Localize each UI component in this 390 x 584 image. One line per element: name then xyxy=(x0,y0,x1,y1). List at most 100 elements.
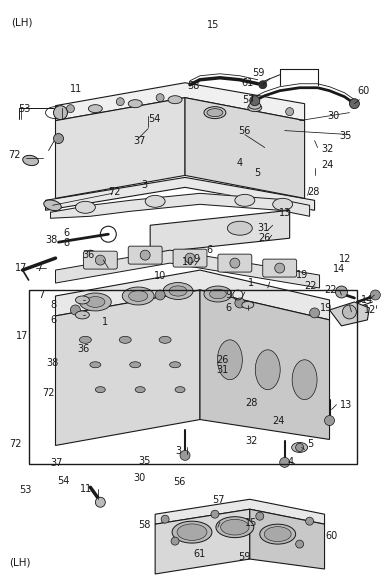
Circle shape xyxy=(349,99,360,109)
Text: 22: 22 xyxy=(324,285,337,295)
Text: 24: 24 xyxy=(273,416,285,426)
Text: 31: 31 xyxy=(258,223,270,233)
Ellipse shape xyxy=(204,286,232,302)
Ellipse shape xyxy=(129,291,148,301)
Ellipse shape xyxy=(172,521,212,543)
Ellipse shape xyxy=(249,102,261,109)
Text: 10: 10 xyxy=(154,271,167,281)
Text: 3: 3 xyxy=(142,180,148,190)
Text: 9: 9 xyxy=(193,255,199,265)
Text: 36: 36 xyxy=(78,344,90,354)
Circle shape xyxy=(185,253,195,263)
Ellipse shape xyxy=(221,519,249,535)
Polygon shape xyxy=(330,302,369,326)
Ellipse shape xyxy=(235,194,255,206)
Text: 14: 14 xyxy=(362,295,374,305)
Circle shape xyxy=(96,497,105,507)
Ellipse shape xyxy=(80,336,91,343)
Polygon shape xyxy=(55,270,330,320)
Text: 6: 6 xyxy=(64,228,70,238)
FancyBboxPatch shape xyxy=(128,246,162,264)
Text: 1: 1 xyxy=(248,278,254,288)
Text: 30: 30 xyxy=(328,110,340,121)
Text: 9: 9 xyxy=(225,290,231,300)
Ellipse shape xyxy=(75,311,89,319)
Text: 15: 15 xyxy=(207,20,219,30)
Text: 17: 17 xyxy=(15,263,27,273)
Circle shape xyxy=(296,540,303,548)
Text: 56: 56 xyxy=(173,477,185,486)
Ellipse shape xyxy=(86,297,105,307)
Text: 19: 19 xyxy=(319,303,332,313)
Text: 24: 24 xyxy=(321,161,334,171)
Text: 6: 6 xyxy=(51,315,57,325)
Text: 72: 72 xyxy=(9,440,22,450)
Text: 32: 32 xyxy=(321,144,334,154)
Polygon shape xyxy=(155,509,250,574)
Text: 6: 6 xyxy=(225,303,231,313)
Circle shape xyxy=(324,416,335,426)
Text: 10: 10 xyxy=(182,257,194,267)
Polygon shape xyxy=(46,178,315,210)
Text: 14: 14 xyxy=(333,264,345,274)
Circle shape xyxy=(310,308,319,318)
Text: 28: 28 xyxy=(246,398,258,408)
Text: 35: 35 xyxy=(139,456,151,466)
Text: 5: 5 xyxy=(308,439,314,450)
Ellipse shape xyxy=(260,524,296,544)
Text: 37: 37 xyxy=(133,135,145,145)
Ellipse shape xyxy=(216,517,254,538)
Text: 19: 19 xyxy=(296,270,308,280)
Text: 61: 61 xyxy=(193,549,205,559)
Text: 30: 30 xyxy=(133,473,145,483)
Text: 54: 54 xyxy=(148,114,161,124)
Ellipse shape xyxy=(207,109,223,117)
Circle shape xyxy=(140,250,150,260)
Ellipse shape xyxy=(255,350,280,390)
Text: 7: 7 xyxy=(36,263,43,273)
Polygon shape xyxy=(185,98,305,199)
Circle shape xyxy=(259,81,267,89)
Text: 58: 58 xyxy=(187,81,199,91)
Circle shape xyxy=(85,250,96,260)
Ellipse shape xyxy=(90,361,101,368)
Ellipse shape xyxy=(122,287,154,305)
Circle shape xyxy=(286,107,294,116)
Circle shape xyxy=(370,290,380,300)
Circle shape xyxy=(211,510,219,518)
Circle shape xyxy=(53,106,67,120)
Text: 7: 7 xyxy=(39,290,45,300)
Circle shape xyxy=(235,298,245,308)
Ellipse shape xyxy=(273,199,292,210)
Circle shape xyxy=(230,258,240,268)
FancyBboxPatch shape xyxy=(83,251,117,269)
Polygon shape xyxy=(55,98,185,199)
Circle shape xyxy=(71,305,80,315)
Polygon shape xyxy=(155,499,324,524)
Circle shape xyxy=(161,515,169,523)
Ellipse shape xyxy=(227,221,252,235)
Ellipse shape xyxy=(119,336,131,343)
Text: 28: 28 xyxy=(308,187,320,197)
Text: 4: 4 xyxy=(288,457,294,467)
Circle shape xyxy=(335,286,347,298)
Circle shape xyxy=(306,517,314,525)
Circle shape xyxy=(280,457,290,467)
Text: 13: 13 xyxy=(339,399,352,409)
Text: 36: 36 xyxy=(82,250,95,260)
Text: 57: 57 xyxy=(213,495,225,505)
Ellipse shape xyxy=(75,296,89,304)
Circle shape xyxy=(53,134,64,144)
Circle shape xyxy=(116,98,124,106)
Text: 3: 3 xyxy=(175,446,181,457)
Text: 26: 26 xyxy=(216,355,229,365)
Polygon shape xyxy=(55,83,305,121)
Text: 59: 59 xyxy=(238,552,250,562)
Text: (LH): (LH) xyxy=(9,558,31,568)
Circle shape xyxy=(342,305,356,319)
Text: 11: 11 xyxy=(80,484,93,494)
Text: 1: 1 xyxy=(102,317,108,327)
Ellipse shape xyxy=(169,286,187,296)
Circle shape xyxy=(275,263,285,273)
Ellipse shape xyxy=(44,200,61,211)
